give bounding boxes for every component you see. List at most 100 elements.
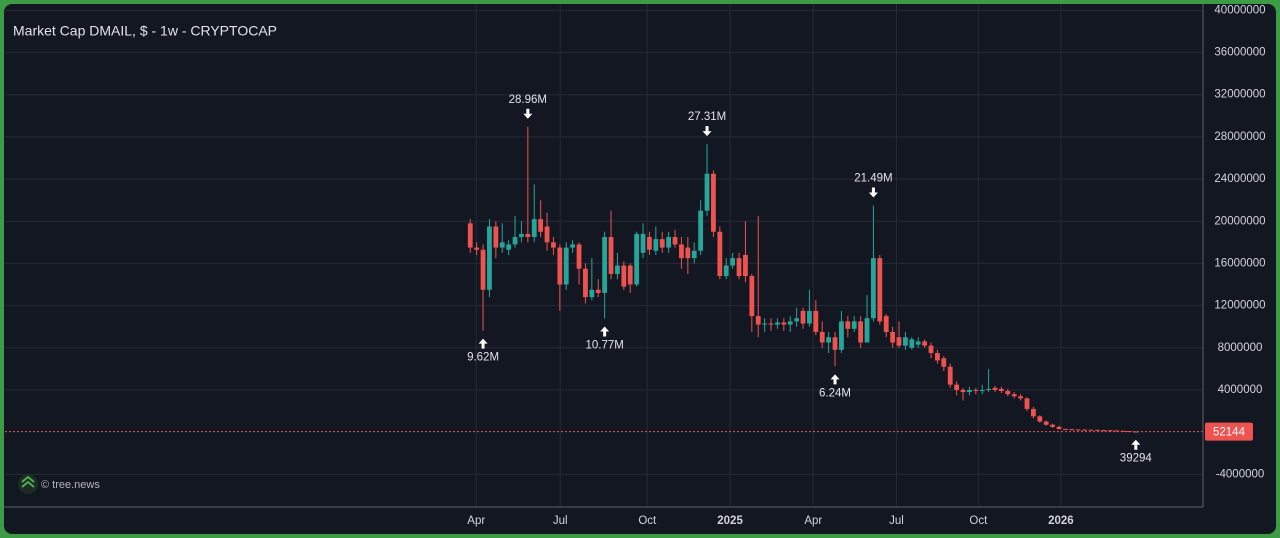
candle-body (986, 388, 992, 390)
candle-body (858, 321, 864, 343)
candle-body (653, 239, 659, 251)
candle-body (736, 258, 742, 277)
x-tick-label: Apr (467, 515, 485, 527)
candle-body (839, 321, 844, 350)
candle-body (922, 341, 928, 346)
candle-body (1005, 391, 1011, 395)
candle-body (467, 223, 473, 248)
candle-body (999, 388, 1004, 392)
candle-body (480, 249, 486, 290)
candle-body (787, 321, 793, 325)
candle-body (1095, 429, 1100, 431)
candle-body (1024, 398, 1030, 409)
candle-body (1050, 424, 1056, 427)
chart-background (4, 4, 1276, 534)
candle-body (1133, 431, 1139, 433)
annotation-arrow (868, 187, 878, 198)
candle-body (909, 339, 915, 348)
y-tick-label: 28000000 (1214, 131, 1265, 143)
candle-body (768, 323, 774, 325)
candle-body (595, 289, 601, 293)
candle-body (896, 337, 902, 346)
y-tick-label: 36000000 (1214, 47, 1265, 59)
candle-body (474, 247, 480, 250)
candle-body (711, 173, 716, 232)
candle-body (1011, 394, 1017, 397)
annotation-label: 21.49M (854, 173, 892, 185)
candle-body (851, 321, 857, 329)
candle-body (1082, 429, 1088, 431)
last-price-box (1205, 422, 1253, 441)
candle-body (1069, 429, 1075, 431)
x-tick-label: Oct (969, 515, 988, 527)
candle-body (1114, 430, 1120, 432)
candle-body (979, 389, 985, 392)
candle-body (557, 247, 563, 285)
candle-body (499, 242, 505, 248)
candle-body (941, 358, 947, 367)
x-tick-label: Jul (889, 515, 904, 527)
candle-body (589, 289, 595, 298)
y-tick-label: 12000000 (1214, 300, 1265, 312)
candle-body (807, 310, 812, 324)
y-tick-label: 32000000 (1214, 89, 1265, 101)
candle-body (1101, 430, 1107, 432)
plot: 28.96M 27.31M 21.49M 9.62M 10.77M 6.24M 39294 (5, 94, 1203, 465)
candle-body (762, 323, 768, 325)
annotation-label: 28.96M (509, 94, 547, 106)
last-price-label: 52144 (1213, 427, 1246, 439)
candle-body (1107, 430, 1113, 432)
candle-body (659, 239, 665, 248)
x-tick-label: Apr (804, 515, 822, 527)
candle-body (634, 233, 640, 285)
candle-body (877, 258, 883, 322)
candle-body (685, 247, 691, 259)
candle-body (1031, 408, 1036, 417)
candle-body (819, 331, 825, 343)
candle-body (883, 316, 889, 332)
y-tick-label: 8000000 (1218, 342, 1263, 354)
candle-body (915, 341, 921, 345)
candle-body (775, 322, 780, 325)
candle-body (615, 265, 620, 274)
candle-body (576, 244, 582, 269)
candle-body (512, 237, 518, 245)
chart-title: Market Cap DMAIL, $ - 1w - CRYPTOCAP (13, 23, 277, 39)
candle-body (679, 244, 684, 259)
annotation-arrow (600, 326, 610, 337)
candle-body (666, 237, 672, 248)
candle-body (691, 250, 697, 259)
candle-body (832, 337, 838, 350)
annotation-arrow (523, 108, 533, 119)
candle-body (800, 310, 806, 324)
candle-body (960, 389, 966, 393)
watermark: © tree.news (41, 479, 100, 491)
candle-body (1075, 429, 1081, 431)
candle-body (538, 219, 544, 232)
annotation-arrow (1131, 439, 1141, 450)
annotation-arrow (830, 374, 840, 385)
y-tick-label: 20000000 (1214, 215, 1265, 227)
candle-body (723, 265, 729, 277)
candle-body (531, 219, 537, 238)
candle-body (890, 331, 896, 343)
y-tick-label: 24000000 (1214, 173, 1265, 185)
candle-body (730, 258, 736, 266)
candle-body (570, 244, 576, 248)
candle-body (749, 276, 755, 317)
annotation-arrow (702, 126, 712, 137)
candle-body (487, 226, 492, 290)
candle-body (743, 254, 748, 277)
candle-body (947, 366, 953, 385)
candle-body (967, 389, 972, 393)
candle-body (992, 387, 998, 390)
candle-body (583, 268, 588, 298)
x-tick-label: 2025 (717, 515, 743, 527)
candle-body (903, 337, 908, 346)
candle-body (1120, 430, 1126, 432)
candle-body (551, 242, 556, 248)
candle-body (640, 233, 646, 253)
candle-body (864, 318, 870, 343)
candle-body (1056, 426, 1062, 429)
